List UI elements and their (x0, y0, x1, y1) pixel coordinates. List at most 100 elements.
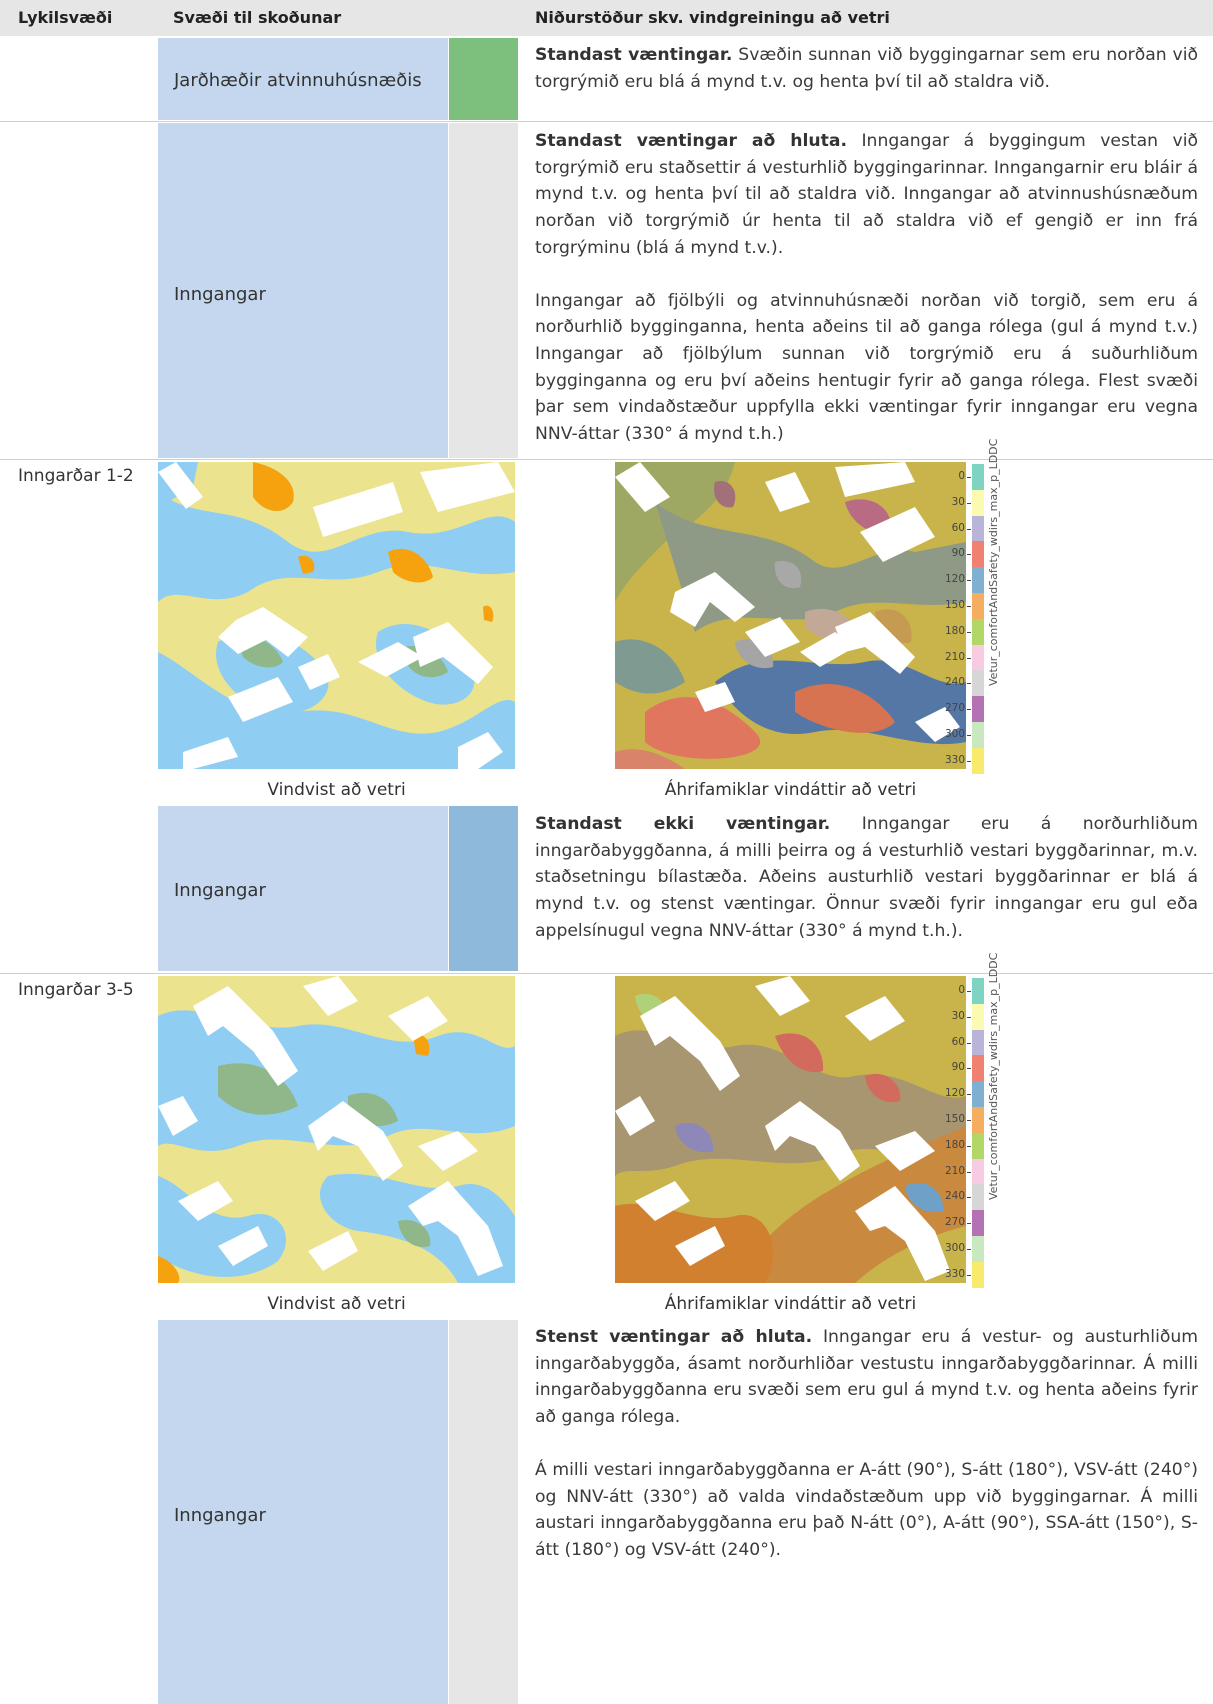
legend-swatch (972, 1236, 984, 1263)
legend-tick-mark (967, 528, 971, 530)
result-lead: Standast væntingar. (535, 45, 733, 65)
legend-title: Vetur_comfortAndSafety_wdirs_max_p_LDDC (987, 952, 1000, 1200)
legend-tick-mark (967, 1171, 971, 1173)
legend-tick-label: 120 (944, 1087, 965, 1100)
wind-direction-map-1 (615, 462, 966, 769)
result-body-2: Inngangar að fjölbýli og atvinnuhúsnæði … (535, 290, 1198, 445)
area-label: Inngangar (174, 284, 266, 305)
legend-tick-mark (967, 1016, 971, 1018)
result-body: Svæðin sunnan við byggingarnar sem eru n… (535, 45, 1198, 92)
legend-tick-label: 240 (944, 676, 965, 689)
legend-swatch (972, 489, 984, 517)
legend-tick-label: 0 (958, 469, 965, 482)
status-cell-green (449, 38, 518, 120)
legend-tick-mark (967, 502, 971, 504)
result-text: Standast ekki væntingar. Inngangar eru á… (535, 811, 1198, 945)
legend-swatch (972, 1158, 984, 1185)
result-body: Inngangar eru á norðurhliðum inngarðabyg… (535, 814, 1198, 941)
legend-swatch (972, 1184, 984, 1211)
legend-tick-label: 330 (944, 753, 965, 766)
legend-tick-label: 240 (944, 1190, 965, 1203)
legend-tick-mark (967, 1094, 971, 1096)
legend-tick-mark (967, 709, 971, 711)
legend-tick-mark (967, 683, 971, 685)
legend-tick-label: 330 (944, 1267, 965, 1280)
wind-comfort-map-1 (158, 462, 515, 769)
area-cell (158, 1320, 448, 1704)
legend-tick-mark (967, 1197, 971, 1199)
legend-tick-mark (967, 476, 971, 478)
legend-tick-mark (967, 580, 971, 582)
figure-caption-left: Vindvist að vetri (267, 1294, 406, 1314)
legend-tick-label: 90 (951, 547, 965, 560)
legend-swatch (972, 1081, 984, 1108)
legend-swatch (972, 696, 984, 723)
legend-tick-label: 150 (944, 1112, 965, 1125)
area-label: Inngangar (174, 1505, 266, 1526)
legend-swatch (972, 1261, 984, 1289)
result-lead: Standast væntingar að hluta. (535, 131, 848, 151)
table-header: Lykilsvæði Svæði til skoðunar Niðurstöðu… (0, 0, 1213, 36)
legend-tick-label: 60 (951, 1035, 965, 1048)
legend-swatch (972, 978, 984, 1005)
legend-tick-mark (967, 1068, 971, 1070)
legend-tick-label: 60 (951, 521, 965, 534)
legend-tick-mark (967, 657, 971, 659)
result-body-2: Á milli vestari inngarðabyggðanna er A-á… (535, 1459, 1198, 1560)
status-cell-blue (449, 806, 518, 971)
area-label: Jarðhæðir atvinnuhúsnæðis (174, 70, 422, 91)
legend-swatch (972, 747, 984, 775)
result-text: Standast væntingar. Svæðin sunnan við by… (535, 42, 1198, 95)
legend-tick-label: 180 (944, 624, 965, 637)
header-key-area: Lykilsvæði (18, 8, 113, 27)
legend-swatch (972, 1210, 984, 1237)
legend-swatch (972, 1107, 984, 1134)
result-lead: Standast ekki væntingar. (535, 814, 831, 834)
legend-tick-mark (967, 1145, 971, 1147)
result-body: Inngangar á byggingum vestan við torgrým… (535, 131, 1198, 258)
legend-swatch (972, 1132, 984, 1160)
legend-tick-mark (967, 1042, 971, 1044)
legend-tick-mark (967, 734, 971, 736)
legend-tick-label: 150 (944, 598, 965, 611)
legend-swatch (972, 515, 984, 542)
figure-caption-left: Vindvist að vetri (267, 780, 406, 800)
status-cell-gray (449, 1320, 518, 1704)
result-body: Inngangar eru á vestur- og austurhliðum … (535, 1327, 1198, 1428)
header-results: Niðurstöður skv. vindgreiningu að vetri (535, 8, 890, 27)
legend-tick-label: 300 (944, 1241, 965, 1254)
area-cell (158, 806, 448, 971)
row-divider (0, 459, 1213, 460)
wind-comfort-map-2 (158, 976, 515, 1283)
legend-tick-mark (967, 1274, 971, 1276)
legend-tick-label: 30 (951, 495, 965, 508)
wind-direction-map-2 (615, 976, 966, 1283)
legend-swatch (972, 670, 984, 697)
legend-tick-mark (967, 1248, 971, 1250)
figure-label: Inngarðar 3-5 (18, 980, 134, 1000)
legend-tick-mark (967, 990, 971, 992)
legend-swatch (972, 1003, 984, 1031)
legend-swatch (972, 722, 984, 749)
legend-tick-label: 120 (944, 573, 965, 586)
status-cell-gray (449, 123, 518, 458)
legend-tick-label: 30 (951, 1009, 965, 1022)
legend-tick-mark (967, 554, 971, 556)
result-text: Standast væntingar að hluta. Inngangar á… (535, 128, 1198, 448)
legend-tick-label: 180 (944, 1138, 965, 1151)
figure-caption-right: Áhrifamiklar vindáttir að vetri (664, 1294, 917, 1314)
legend-tick-mark (967, 631, 971, 633)
row-divider (0, 121, 1213, 122)
legend-swatch (972, 567, 984, 594)
figure-label: Inngarðar 1-2 (18, 466, 134, 486)
legend-title: Vetur_comfortAndSafety_wdirs_max_p_LDDC (987, 438, 1000, 686)
area-cell (158, 38, 448, 120)
legend-swatch (972, 464, 984, 491)
result-text: Stenst væntingar að hluta. Inngangar eru… (535, 1324, 1198, 1564)
legend-swatch (972, 593, 984, 620)
legend-tick-mark (967, 605, 971, 607)
legend-tick-mark (967, 1119, 971, 1121)
area-label: Inngangar (174, 880, 266, 901)
legend-tick-label: 0 (958, 983, 965, 996)
